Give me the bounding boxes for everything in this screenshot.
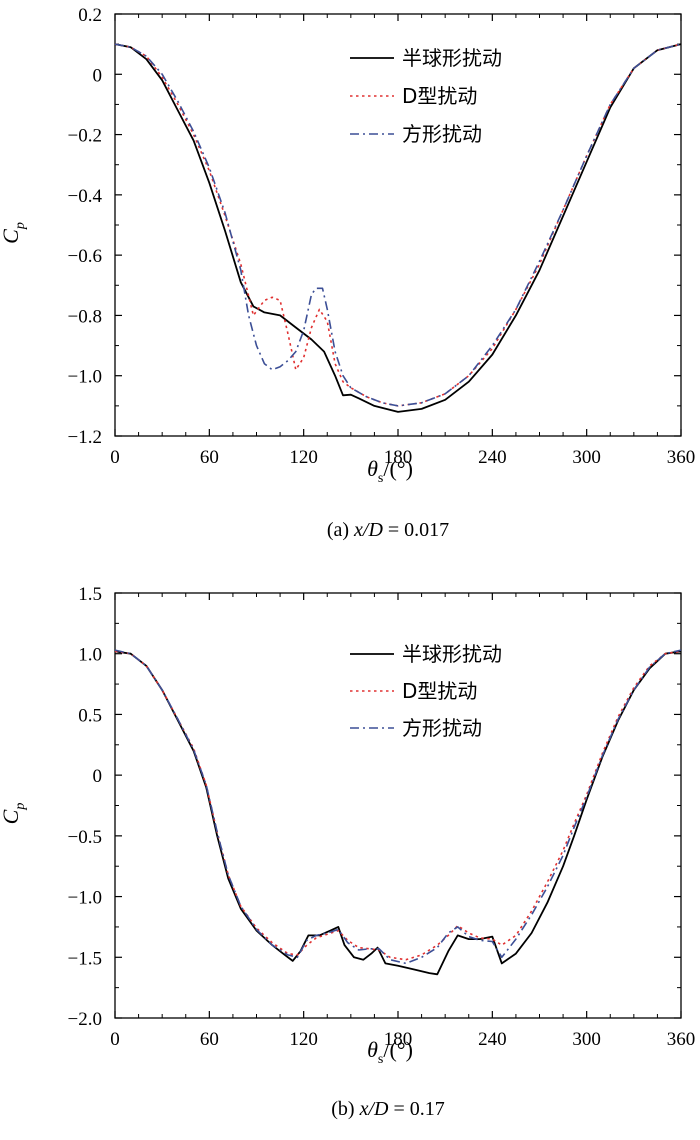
legend-label-3: 方形扰动 (402, 122, 482, 146)
x-tick-label: 180 (384, 447, 413, 468)
x-tick-label: 120 (289, 1029, 318, 1050)
y-tick-label: −2.0 (68, 1009, 102, 1030)
x-tick-label: 240 (478, 1029, 507, 1050)
chart-panel-b: 0 60 120 180 240 300 360 1.5 1.0 0.5 0 −0.5 −1.0 −1.5… (0, 584, 695, 1120)
caption-value: = 0.017 (383, 519, 449, 541)
x-axis-symbol: θ (367, 456, 378, 481)
legend-label-1: 半球形扰动 (402, 642, 502, 666)
y-tick-label: −1.0 (68, 367, 102, 388)
caption-prefix: (b) (331, 1098, 359, 1120)
y-tick-label: −0.5 (68, 827, 102, 848)
x-tick-label: 360 (667, 447, 696, 468)
y-tick-label: −0.4 (68, 186, 103, 207)
y-tick-label: 0.2 (78, 5, 102, 26)
y-tick-label: −1.0 (68, 888, 102, 909)
y-tick-label: −0.2 (68, 126, 102, 147)
plot-frame (114, 592, 682, 1019)
x-tick-label: 180 (384, 1029, 413, 1050)
x-tick-label: 360 (667, 1029, 696, 1050)
caption-variable: x/D (359, 1098, 389, 1120)
x-axis-subscript: s (378, 471, 383, 486)
x-tick-label: 300 (572, 1029, 601, 1050)
y-tick-label: 0 (93, 65, 103, 86)
x-tick-label: 0 (110, 1029, 120, 1050)
y-axis-symbol: C (0, 809, 23, 824)
legend-label-3: 方形扰动 (402, 716, 482, 740)
y-tick-label: 1.5 (78, 584, 102, 605)
series-line-2 (114, 43, 682, 407)
x-axis-label: θs/(°) (367, 456, 413, 486)
y-tick-label: 0 (93, 766, 103, 787)
y-tick-label: −1.2 (68, 427, 102, 448)
legend-label-2: D型扰动 (402, 679, 477, 703)
series-line-2 (114, 650, 682, 961)
y-axis-label: Cp (0, 803, 28, 825)
y-tick-label: −0.6 (68, 246, 102, 267)
y-axis-label: Cp (0, 222, 28, 244)
x-axis-symbol: θ (367, 1037, 378, 1062)
caption-value: = 0.17 (388, 1098, 444, 1120)
y-axis-subscript: p (13, 222, 28, 230)
series-line-3 (114, 649, 682, 965)
y-axis-subscript: p (13, 803, 28, 811)
caption-prefix: (a) (327, 519, 354, 541)
x-axis-subscript: s (378, 1052, 383, 1067)
x-tick-label: 0 (110, 447, 120, 468)
x-tick-label: 120 (289, 447, 318, 468)
x-axis-label: θs/(°) (367, 1037, 413, 1067)
x-axis-unit: /(°) (383, 1037, 413, 1062)
chart-panel-a: 0 60 120 180 240 300 360 0.2 0 −0.2 −0.4 −0.6 −0.8 −1… (0, 5, 695, 541)
series-line-1 (114, 43, 682, 413)
legend-label-2: D型扰动 (402, 84, 477, 108)
x-tick-label: 240 (478, 447, 507, 468)
series-line-3 (114, 43, 682, 407)
x-tick-label: 60 (200, 1029, 219, 1050)
y-tick-label: −1.5 (68, 948, 102, 969)
y-axis-symbol: C (0, 229, 23, 244)
panel-caption: (b) x/D = 0.17 (331, 1098, 445, 1120)
plot-frame (114, 13, 682, 437)
y-tick-label: 0.5 (78, 705, 102, 726)
x-tick-label: 60 (200, 447, 219, 468)
y-tick-label: −0.8 (68, 306, 102, 327)
x-axis-unit: /(°) (383, 456, 413, 481)
panel-caption: (a) x/D = 0.017 (327, 519, 449, 541)
series-line-1 (114, 650, 682, 976)
caption-variable: x/D (353, 519, 383, 541)
y-tick-label: 1.0 (78, 645, 102, 666)
legend-label-1: 半球形扰动 (402, 46, 502, 70)
x-tick-label: 300 (572, 447, 601, 468)
